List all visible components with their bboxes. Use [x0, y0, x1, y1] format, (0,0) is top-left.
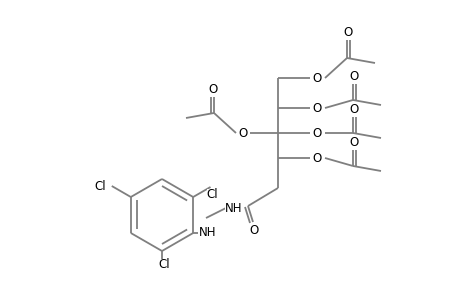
Text: O: O [238, 127, 247, 140]
Text: O: O [312, 101, 321, 115]
Text: O: O [249, 224, 258, 236]
Text: O: O [208, 82, 217, 95]
Text: NH: NH [198, 226, 215, 239]
Text: Cl: Cl [206, 188, 218, 202]
Text: O: O [349, 103, 358, 116]
Text: Cl: Cl [158, 259, 169, 272]
Text: NH: NH [225, 202, 242, 214]
Text: O: O [342, 26, 352, 38]
Text: O: O [312, 152, 321, 164]
Text: O: O [312, 127, 321, 140]
Text: O: O [349, 136, 358, 148]
Text: O: O [312, 71, 321, 85]
Text: Cl: Cl [94, 179, 106, 193]
Text: O: O [349, 70, 358, 83]
